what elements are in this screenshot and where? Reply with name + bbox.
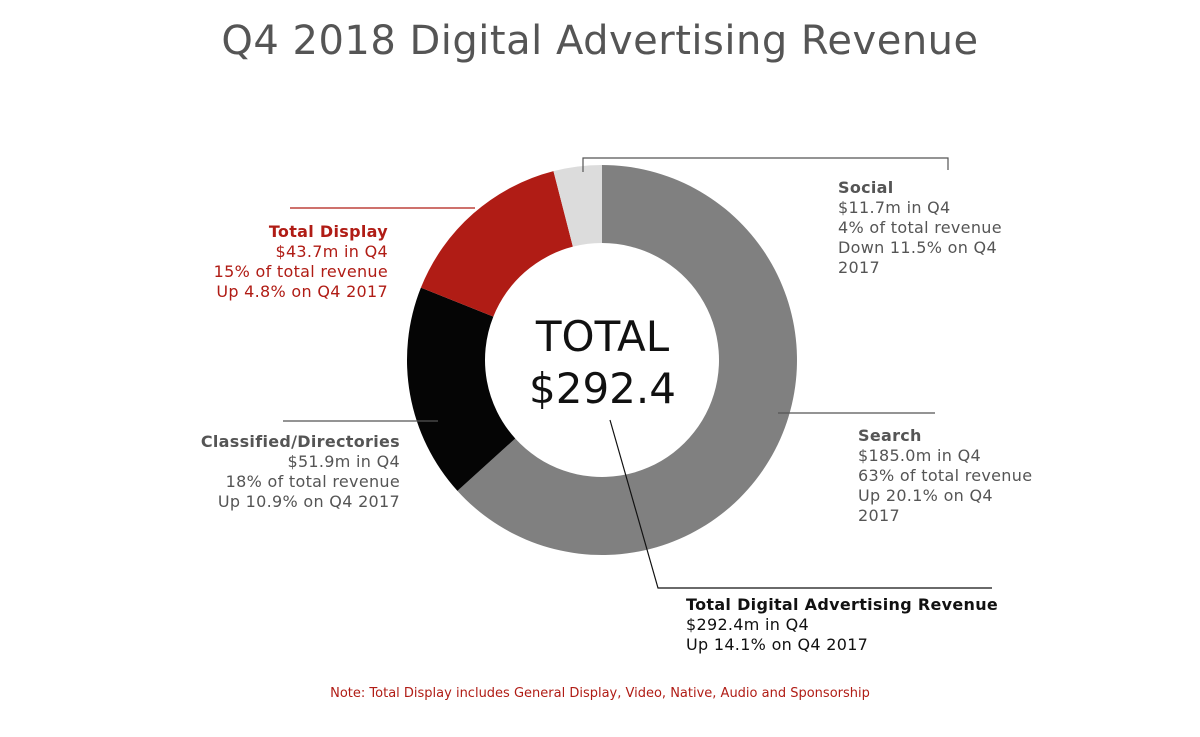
search-label-line: Up 20.1% on Q4: [858, 486, 993, 505]
total-label-line: Up 14.1% on Q4 2017: [686, 635, 869, 654]
search-slice: [457, 165, 797, 555]
search-label-line: 63% of total revenue: [858, 466, 1033, 485]
display-label-line: 15% of total revenue: [213, 262, 388, 281]
display-label-name: Total Display: [268, 222, 388, 241]
total-label: Total Digital Advertising Revenue $292.4…: [686, 595, 998, 655]
center-total-value: $292.4: [529, 364, 676, 413]
chart-title: Q4 2018 Digital Advertising Revenue: [221, 18, 979, 64]
classified-label: Classified/Directories $51.9m in Q4 18% …: [201, 432, 400, 512]
footnote: Note: Total Display includes General Dis…: [330, 686, 870, 701]
search-label: Search $185.0m in Q4 63% of total revenu…: [858, 426, 1032, 526]
total-label-line: $292.4m in Q4: [686, 615, 810, 634]
social-label-name: Social: [838, 178, 894, 197]
classified-label-line: $51.9m in Q4: [287, 452, 400, 471]
total-leader-line: [609, 419, 992, 589]
social-label-line: 4% of total revenue: [838, 218, 1002, 237]
search-label-line: $185.0m in Q4: [858, 446, 982, 465]
display-slice: [420, 171, 573, 317]
search-label-name: Search: [858, 426, 922, 445]
total-label-name: Total Digital Advertising Revenue: [686, 595, 999, 614]
social-label-line: Down 11.5% on Q4: [838, 238, 997, 257]
social-leader-line: [582, 157, 949, 172]
classified-slice: [407, 287, 516, 491]
social-label-line: 2017: [838, 258, 880, 277]
classified-label-line: Up 10.9% on Q4 2017: [217, 492, 400, 511]
search-label-line: 2017: [858, 506, 900, 525]
center-total-label: TOTAL: [535, 312, 670, 361]
display-label: Total Display $43.7m in Q4 15% of total …: [214, 222, 388, 302]
classified-label-name: Classified/Directories: [200, 432, 400, 451]
social-label: Social $11.7m in Q4 4% of total revenue …: [838, 178, 1002, 278]
classified-label-line: 18% of total revenue: [225, 472, 400, 491]
social-label-line: $11.7m in Q4: [838, 198, 951, 217]
social-slice: [553, 165, 602, 247]
display-label-line: Up 4.8% on Q4 2017: [216, 282, 388, 301]
display-label-line: $43.7m in Q4: [275, 242, 388, 261]
